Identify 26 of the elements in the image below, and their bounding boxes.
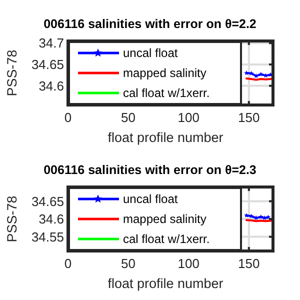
y-axis-title: PSS-78 [4, 196, 20, 242]
y-tick-label: 34.65 [31, 57, 64, 72]
legend-label: mapped salinity [123, 212, 206, 226]
y-tick-label: 34.6 [38, 78, 64, 94]
x-tick-label: 0 [64, 256, 72, 271]
chart-title: 006116 salinities with error on θ=2.2 [44, 17, 256, 31]
legend-label: uncal float [123, 192, 178, 206]
y-tick-label: 34.55 [31, 229, 64, 244]
y-tick-label: 34.65 [31, 194, 64, 209]
y-tick-label: 34.6 [38, 212, 64, 227]
x-axis-title: float profile number [108, 130, 224, 145]
x-axis-title: float profile number [108, 276, 224, 291]
x-tick-label: 150 [238, 110, 260, 125]
legend-label: cal float w/1xerr. [123, 86, 210, 100]
x-tick-label: 50 [121, 110, 136, 125]
x-tick-label: 150 [238, 256, 260, 271]
legend-label: mapped salinity [123, 66, 206, 80]
x-tick-label: 100 [178, 110, 200, 125]
y-tick-label: 34.7 [38, 36, 64, 51]
x-tick-label: 100 [178, 256, 200, 271]
x-tick-label: 0 [64, 110, 72, 125]
y-axis-title: PSS-78 [4, 50, 20, 96]
chart-title: 006116 salinities with error on θ=2.3 [44, 163, 256, 177]
legend-label: uncal float [123, 46, 178, 60]
legend-label: cal float w/1xerr. [123, 232, 210, 246]
x-tick-label: 50 [121, 256, 136, 271]
